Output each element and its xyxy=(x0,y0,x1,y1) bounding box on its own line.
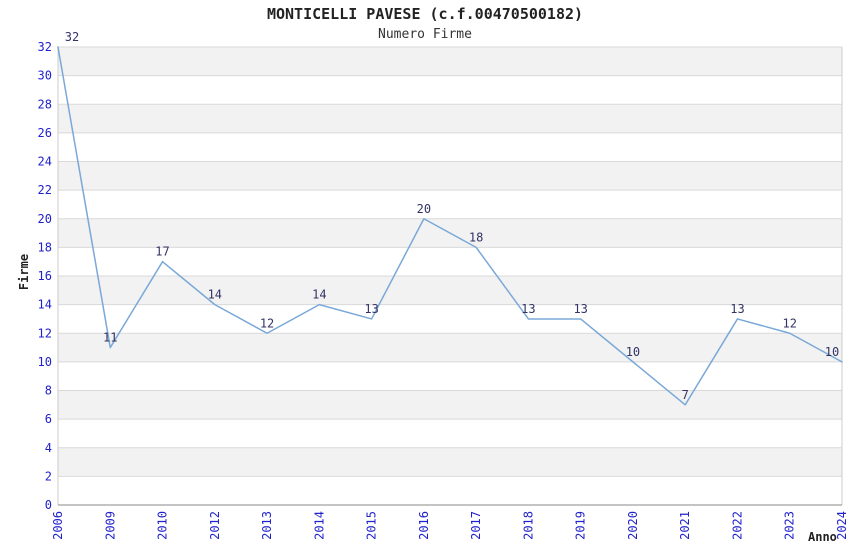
band-gray xyxy=(58,390,842,420)
point-value-label: 13 xyxy=(521,302,535,316)
point-value-label: 14 xyxy=(312,288,326,302)
band-white xyxy=(58,132,842,162)
x-tick-label: 2014 xyxy=(312,511,326,540)
x-tick-label: 2017 xyxy=(469,511,483,540)
band-gray xyxy=(58,161,842,191)
y-tick-label: 8 xyxy=(45,384,52,398)
chart-subtitle: Numero Firme xyxy=(378,27,472,42)
band-white xyxy=(58,361,842,391)
chart-title: MONTICELLI PAVESE (c.f.00470500182) xyxy=(266,5,584,23)
point-value-label: 13 xyxy=(573,302,587,316)
band-white xyxy=(58,75,842,105)
x-tick-label: 2019 xyxy=(574,511,588,540)
x-tick-label: 2023 xyxy=(783,511,797,540)
band-white xyxy=(58,247,842,276)
band-white xyxy=(58,419,842,448)
grid-lines xyxy=(58,46,842,477)
y-tick-label: 2 xyxy=(45,469,52,483)
band-white xyxy=(58,190,842,219)
point-value-labels: 32 11 17 14 12 14 13 20 18 13 13 10 7 13 12 10 xyxy=(65,30,839,402)
y-tick-label: 18 xyxy=(38,240,52,254)
grid-bands xyxy=(58,47,842,505)
data-line xyxy=(57,46,843,406)
y-tick-label: 22 xyxy=(38,183,52,197)
x-tick-label: 2016 xyxy=(417,511,431,540)
x-tick-label: 2021 xyxy=(678,511,692,540)
y-axis-title: Firme xyxy=(17,253,31,291)
y-tick-label: 4 xyxy=(45,441,52,455)
x-tick-label: 2013 xyxy=(260,511,274,540)
y-tick-label: 26 xyxy=(38,126,52,140)
x-tick-label: 2012 xyxy=(208,511,222,540)
y-tick-label: 14 xyxy=(38,298,52,312)
point-value-label: 18 xyxy=(469,230,483,244)
point-value-label: 12 xyxy=(783,316,797,330)
x-tick-labels: 2006 2009 2010 2012 2013 2014 2015 2016 2017 2018… xyxy=(51,511,849,540)
y-tick-label: 20 xyxy=(38,212,52,226)
point-value-label: 7 xyxy=(682,388,689,402)
point-value-label: 13 xyxy=(730,302,744,316)
point-value-label: 10 xyxy=(825,345,839,359)
point-value-label: 12 xyxy=(260,316,274,330)
point-value-label: 32 xyxy=(65,30,79,44)
band-gray xyxy=(58,47,842,76)
band-gray xyxy=(58,276,842,305)
point-value-label: 20 xyxy=(417,202,431,216)
y-tick-label: 12 xyxy=(38,326,52,340)
x-axis-title: Anno xyxy=(808,530,837,544)
band-gray xyxy=(58,104,842,133)
x-tick-label: 2022 xyxy=(730,511,744,540)
x-tick-label: 2015 xyxy=(365,511,379,540)
x-tick-label: 2010 xyxy=(156,511,170,540)
x-tick-label: 2024 xyxy=(835,511,849,540)
x-tick-label: 2009 xyxy=(103,511,117,540)
y-tick-label: 0 xyxy=(45,498,52,512)
band-white xyxy=(58,304,842,334)
y-tick-label: 16 xyxy=(38,269,52,283)
y-tick-label: 28 xyxy=(38,97,52,111)
x-tick-label: 2018 xyxy=(521,511,535,540)
y-tick-label: 32 xyxy=(38,40,52,54)
x-tick-label: 2020 xyxy=(626,511,640,540)
band-gray xyxy=(58,333,842,362)
band-gray xyxy=(58,447,842,477)
y-tick-label: 10 xyxy=(38,355,52,369)
y-tick-label: 30 xyxy=(38,69,52,83)
y-tick-label: 24 xyxy=(38,155,52,169)
point-value-label: 13 xyxy=(364,302,378,316)
point-value-label: 10 xyxy=(626,345,640,359)
point-value-label: 14 xyxy=(208,288,222,302)
x-tick-label: 2006 xyxy=(51,511,65,540)
point-value-label: 17 xyxy=(155,245,169,259)
band-white xyxy=(58,476,842,505)
point-value-label: 11 xyxy=(103,331,117,345)
y-tick-label: 6 xyxy=(45,412,52,426)
